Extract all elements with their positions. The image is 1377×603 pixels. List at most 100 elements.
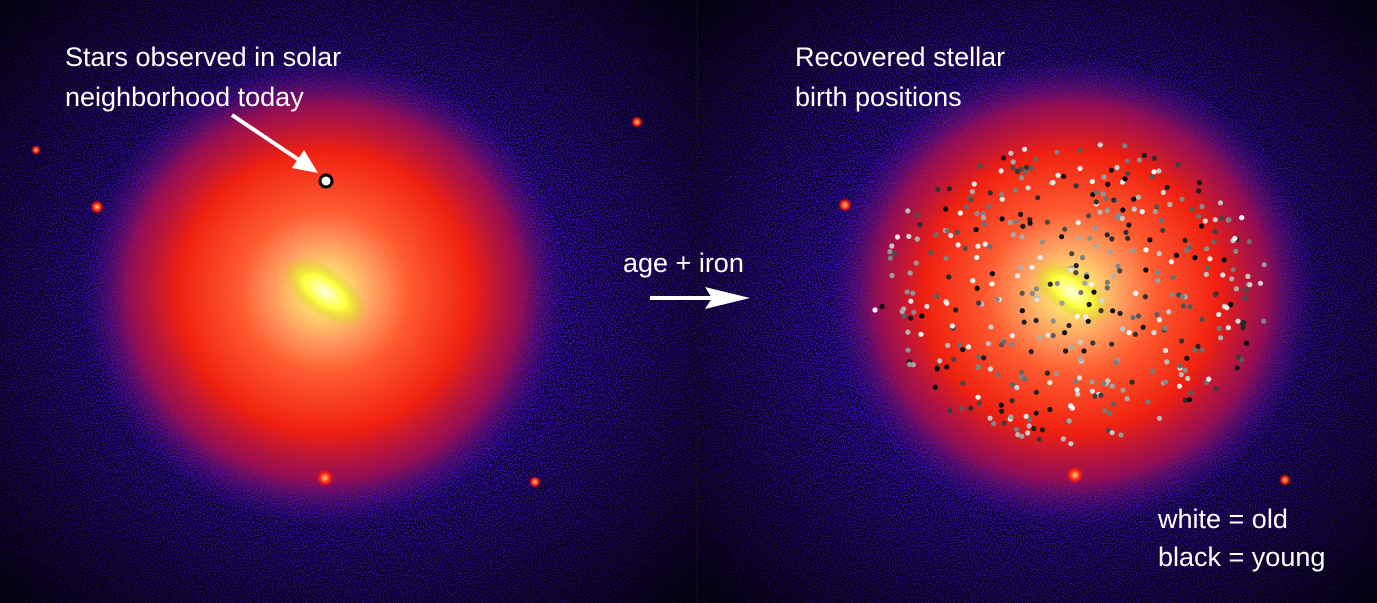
birth-dot xyxy=(1154,204,1160,210)
birth-dot xyxy=(1068,267,1074,273)
birth-dot xyxy=(1170,274,1176,280)
birth-dot xyxy=(1022,376,1028,382)
birth-dot xyxy=(1158,218,1164,224)
birth-dot xyxy=(944,364,950,370)
birth-dot xyxy=(1118,432,1124,438)
birth-dot xyxy=(1036,436,1042,442)
birth-dot xyxy=(933,293,940,299)
birth-dot xyxy=(1086,301,1092,308)
birth-dot xyxy=(917,222,923,228)
birth-dot xyxy=(1001,338,1007,345)
birth-dot xyxy=(1195,343,1201,349)
birth-dot xyxy=(1037,254,1043,260)
birth-dot xyxy=(1089,178,1095,185)
birth-dot xyxy=(1022,146,1028,152)
birth-dot xyxy=(1093,189,1099,195)
birth-dot xyxy=(999,192,1005,198)
birth-dot xyxy=(1261,318,1267,324)
birth-dot xyxy=(1013,219,1020,225)
birth-dot xyxy=(1075,391,1081,397)
birth-dot xyxy=(1162,325,1168,331)
birth-dot xyxy=(1182,367,1188,373)
birth-dot xyxy=(1120,326,1126,332)
birth-dot xyxy=(1098,392,1104,398)
birth-dot xyxy=(904,289,910,295)
caption-line: birth positions xyxy=(795,82,962,112)
birth-dot xyxy=(1187,304,1193,310)
birth-dot xyxy=(1050,333,1056,339)
birth-dot xyxy=(1129,379,1135,385)
birth-dot xyxy=(999,196,1005,202)
birth-dot xyxy=(901,306,907,312)
birth-dot xyxy=(1156,317,1163,323)
birth-dot xyxy=(1102,408,1108,414)
birth-dot xyxy=(1204,246,1210,252)
birth-dot xyxy=(1155,270,1161,276)
birth-dot xyxy=(1204,264,1210,271)
birth-dot xyxy=(1199,347,1205,353)
birth-dot xyxy=(1224,305,1230,311)
birth-dot xyxy=(1126,222,1132,228)
birth-dot xyxy=(1175,162,1181,168)
birth-dot xyxy=(1047,281,1053,287)
birth-dot xyxy=(1125,170,1131,177)
birth-dot xyxy=(1196,213,1202,219)
birth-dot xyxy=(872,307,878,313)
birth-dot xyxy=(1129,248,1135,254)
birth-dot xyxy=(887,255,893,261)
birth-dot xyxy=(1077,165,1083,172)
birth-dot xyxy=(879,304,885,310)
birth-dot xyxy=(1027,217,1033,223)
birth-dot xyxy=(1114,215,1120,221)
birth-dot xyxy=(1151,155,1157,161)
birth-dot xyxy=(1189,207,1195,213)
birth-dot xyxy=(1027,220,1033,226)
birth-dot xyxy=(1192,347,1198,353)
birth-dot xyxy=(1111,197,1117,203)
birth-dot xyxy=(971,181,977,187)
birth-dot xyxy=(953,307,959,313)
birth-dot xyxy=(1061,173,1067,179)
birth-dot xyxy=(975,394,981,400)
birth-dot xyxy=(956,342,963,348)
birth-dot xyxy=(1176,292,1182,298)
birth-dot xyxy=(1025,185,1031,191)
birth-dot xyxy=(1145,399,1151,405)
birth-dot xyxy=(987,415,993,421)
birth-dot xyxy=(959,406,965,412)
birth-dot xyxy=(1109,236,1115,242)
birth-dot xyxy=(1019,234,1025,240)
birth-dot xyxy=(1156,251,1162,257)
birth-dot xyxy=(986,204,992,210)
birth-dot xyxy=(1025,430,1031,436)
birth-dot xyxy=(1093,225,1099,231)
birth-dot xyxy=(1019,308,1025,314)
birth-dot xyxy=(1077,235,1083,241)
birth-dot xyxy=(988,324,994,330)
birth-dot xyxy=(974,211,980,217)
birth-dot xyxy=(1136,313,1142,319)
birth-dot xyxy=(1156,168,1162,174)
birth-dot xyxy=(1020,223,1026,229)
birth-dot xyxy=(1122,176,1128,182)
birth-dot xyxy=(1120,387,1126,393)
birth-dot xyxy=(1196,188,1202,194)
birth-dot xyxy=(1198,223,1205,229)
birth-dot xyxy=(1235,318,1241,324)
birth-dot xyxy=(1012,187,1018,193)
birth-dot xyxy=(960,380,966,386)
birth-dot xyxy=(989,271,996,277)
birth-dot xyxy=(974,285,980,291)
birth-dot xyxy=(1026,423,1032,429)
legend-line: black = young xyxy=(1158,542,1325,572)
birth-dot xyxy=(1218,335,1224,341)
birth-dot xyxy=(1023,169,1029,175)
birth-dot xyxy=(1018,264,1024,271)
caption-line: Stars observed in solar xyxy=(65,42,341,72)
birth-dot xyxy=(1115,263,1121,269)
birth-dot xyxy=(1188,390,1194,396)
birth-dot xyxy=(1010,232,1017,238)
birth-dot xyxy=(1151,330,1157,336)
birth-dot xyxy=(1104,232,1110,238)
